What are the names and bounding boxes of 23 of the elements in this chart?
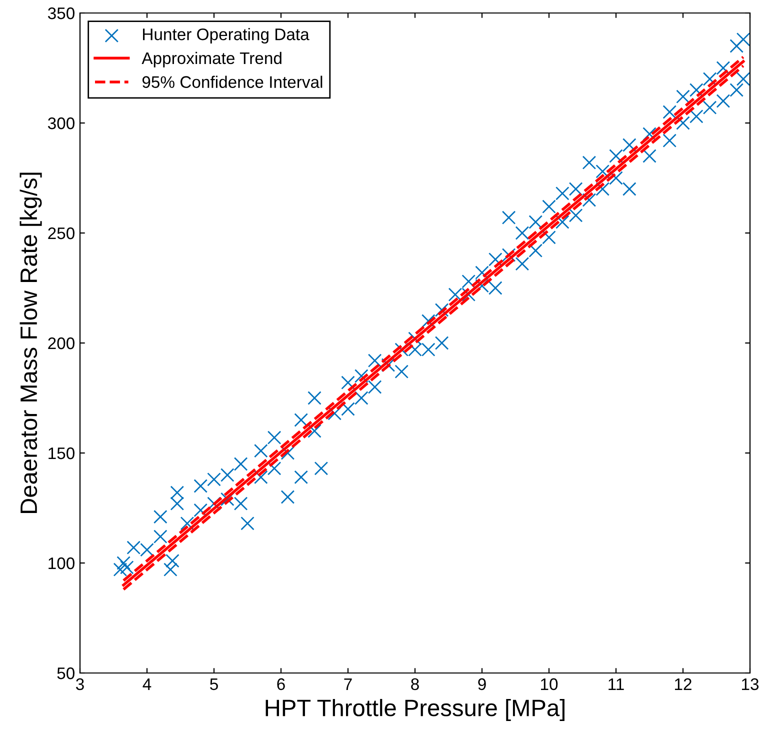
x-tick-label: 6 (277, 678, 285, 690)
x-tick-label: 7 (344, 678, 352, 690)
legend-label: 95% Confidence Interval (142, 76, 322, 88)
x-tick-label: 8 (411, 678, 419, 690)
x-tick-label: 12 (675, 678, 692, 690)
y-tick-label: 250 (48, 227, 74, 240)
legend-label: Hunter Operating Data (143, 28, 310, 44)
x-tick-label: 10 (541, 678, 558, 690)
x-tick-label: 5 (210, 678, 218, 690)
y-tick-label: 200 (48, 337, 74, 350)
x-axis-title: HPT Throttle Pressure [MPa] (266, 698, 564, 721)
y-tick-label: 350 (48, 7, 74, 20)
y-tick-label: 150 (48, 447, 74, 460)
y-tick-label: 300 (48, 117, 74, 130)
x-tick-label: 13 (742, 678, 759, 690)
x-tick-label: 4 (142, 678, 152, 690)
x-tick-label: 11 (608, 678, 624, 690)
y-tick-label: 50 (57, 667, 74, 680)
x-tick-label: 3 (76, 678, 84, 690)
legend-label: Approximate Trend (142, 52, 282, 68)
y-tick-label: 100 (48, 557, 74, 570)
x-tick-label: 9 (478, 678, 486, 690)
y-axis-title: Deaerator Mass Flow Rate [kg/s] (20, 172, 42, 513)
